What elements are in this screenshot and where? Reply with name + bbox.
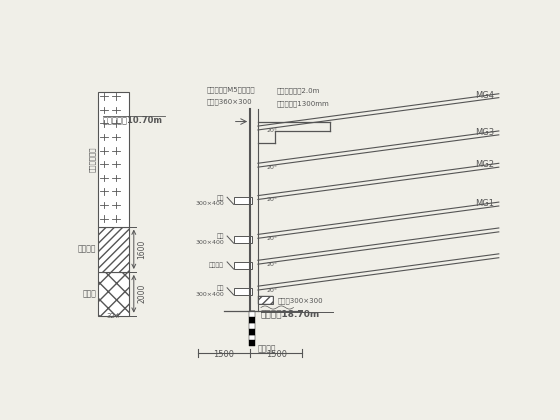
Bar xyxy=(234,288,252,295)
Bar xyxy=(234,262,252,269)
Text: 素填一: 素填一 xyxy=(82,289,96,298)
Bar xyxy=(98,272,129,315)
Bar xyxy=(249,329,255,335)
Text: 20°: 20° xyxy=(267,197,278,202)
Text: 排水沟360×300: 排水沟360×300 xyxy=(207,99,253,105)
Bar xyxy=(258,296,273,304)
Bar xyxy=(249,341,255,346)
Text: 平均标高18.70m: 平均标高18.70m xyxy=(261,309,320,318)
Bar xyxy=(249,317,255,323)
Text: 入基底不小于2.0m: 入基底不小于2.0m xyxy=(276,87,320,94)
Text: MG3: MG3 xyxy=(475,128,494,137)
Text: 截水沟300×300: 截水沟300×300 xyxy=(277,297,323,304)
Text: 32#: 32# xyxy=(106,313,121,319)
Text: 斜撑锚杆: 斜撑锚杆 xyxy=(209,262,224,268)
Bar xyxy=(249,335,255,341)
Text: 全风化花岗岩: 全风化花岗岩 xyxy=(90,147,96,172)
Text: MG4: MG4 xyxy=(475,91,494,100)
Text: 20°: 20° xyxy=(267,236,278,241)
Text: 机械开挖，M5沙浆抹面: 机械开挖，M5沙浆抹面 xyxy=(207,86,255,92)
Text: 腰梁
300×400: 腰梁 300×400 xyxy=(195,195,224,207)
Bar xyxy=(234,236,252,243)
Text: 2000: 2000 xyxy=(137,284,146,303)
Text: 钢管桩间距1300mm: 钢管桩间距1300mm xyxy=(276,100,329,107)
Text: MG1: MG1 xyxy=(475,199,494,208)
Bar xyxy=(249,323,255,329)
Text: 20°: 20° xyxy=(267,165,278,170)
Bar xyxy=(98,92,129,227)
Text: 坡顶护栏: 坡顶护栏 xyxy=(258,345,276,354)
Text: 20°: 20° xyxy=(267,288,278,293)
Bar xyxy=(258,296,273,304)
Bar xyxy=(249,311,255,317)
Text: 腰梁
300×400: 腰梁 300×400 xyxy=(195,234,224,245)
Text: 粉质粘土: 粉质粘土 xyxy=(77,245,96,254)
Text: 横梁
300×400: 横梁 300×400 xyxy=(195,286,224,297)
Text: 1500: 1500 xyxy=(213,349,235,359)
Text: 1600: 1600 xyxy=(137,239,146,259)
Text: 20°: 20° xyxy=(267,262,278,267)
Text: 1500: 1500 xyxy=(265,349,287,359)
Text: MG2: MG2 xyxy=(475,160,494,169)
Text: 20°: 20° xyxy=(267,128,278,133)
Bar xyxy=(98,227,129,272)
Text: 基坑底标高10.70m: 基坑底标高10.70m xyxy=(102,116,162,124)
Bar xyxy=(234,197,252,205)
